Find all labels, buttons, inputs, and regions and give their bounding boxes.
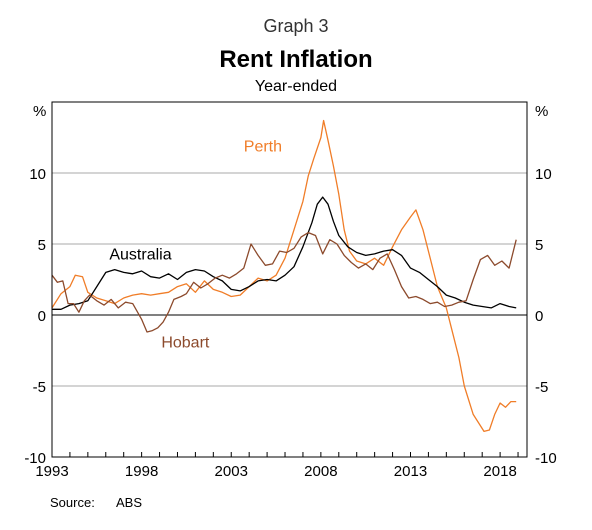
source-note: Source: ABS [50,495,142,510]
chart-title: Rent Inflation [219,46,373,73]
series-line-hobart [51,231,517,333]
series-line-australia [52,196,517,310]
y-tick-label-left: 10 [29,166,46,183]
y-tick-label-left: -10 [24,450,46,467]
y-tick-label-left: -5 [33,379,46,396]
source-label: Source: [50,495,95,510]
y-tick-label-right: 0 [535,308,543,325]
y-tick-label-left: 5 [38,237,46,254]
annotation-hobart: Hobart [161,335,210,352]
plot-frame [51,101,528,458]
x-tick-label: 2018 [483,463,516,480]
chart-subtitle: Year-ended [254,78,338,95]
y-tick-label-right: -10 [535,450,557,467]
x-tick-label: 2013 [394,463,427,480]
y-tick-label-left: 0 [38,308,46,325]
gridlines [52,172,527,387]
annotation-perth: Perth [244,139,282,156]
plot-border [51,101,528,458]
annotation-australia: Australia [109,247,171,264]
y-tick-label-right: -5 [535,379,548,396]
series-lines [51,119,517,433]
x-tick-label: 1998 [125,463,158,480]
y-tick-label-right: 10 [535,166,552,183]
y-unit-right: % [535,103,548,120]
x-tick-label: 2008 [304,463,337,480]
series-annotations: Perth Australia Hobart [109,139,282,352]
source-value: ABS [116,495,143,510]
x-tick-label: 1993 [35,463,68,480]
graph-number-label: Graph 3 [263,16,329,36]
tick-labels: -10 -10 -5 -5 0 0 5 5 10 10% % 1993 1998 2003 2008 2013… [24,103,556,480]
x-tick-label: 2003 [215,463,248,480]
y-tick-label-right: 5 [535,237,543,254]
series-line-perth [51,119,517,433]
y-unit-left: % [33,103,46,120]
